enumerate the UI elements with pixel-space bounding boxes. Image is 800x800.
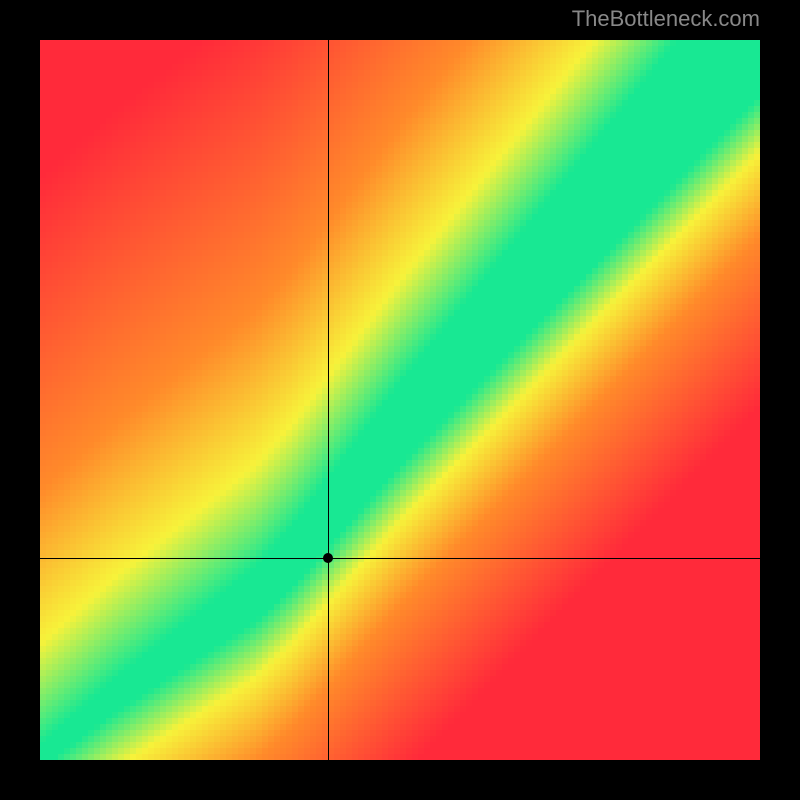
crosshair-marker xyxy=(323,553,333,563)
chart-container: TheBottleneck.com xyxy=(0,0,800,800)
crosshair-horizontal xyxy=(40,558,760,559)
crosshair-vertical xyxy=(328,40,329,760)
heatmap-canvas xyxy=(40,40,760,760)
heatmap-plot-area xyxy=(40,40,760,760)
watermark-text: TheBottleneck.com xyxy=(572,6,760,32)
